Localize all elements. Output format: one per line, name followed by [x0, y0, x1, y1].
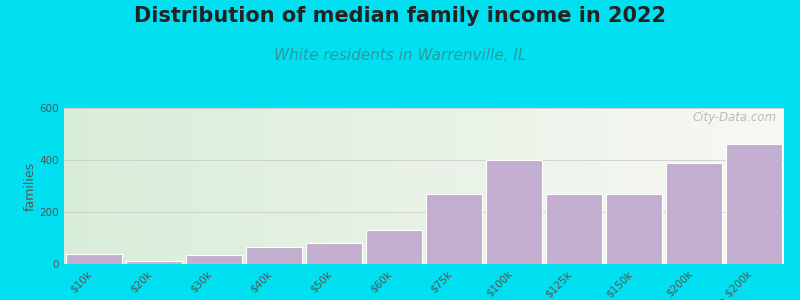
Bar — [546, 194, 602, 264]
Text: Distribution of median family income in 2022: Distribution of median family income in … — [134, 6, 666, 26]
Bar — [306, 243, 362, 264]
Bar — [186, 255, 242, 264]
Bar — [246, 247, 302, 264]
Text: City-Data.com: City-Data.com — [693, 111, 777, 124]
Bar — [126, 261, 182, 264]
Y-axis label: families: families — [24, 161, 37, 211]
Bar — [666, 163, 722, 264]
Text: White residents in Warrenville, IL: White residents in Warrenville, IL — [274, 48, 526, 63]
Bar — [726, 144, 782, 264]
Bar — [366, 230, 422, 264]
Bar — [606, 194, 662, 264]
Bar — [66, 254, 122, 264]
Bar — [426, 194, 482, 264]
Bar — [486, 160, 542, 264]
